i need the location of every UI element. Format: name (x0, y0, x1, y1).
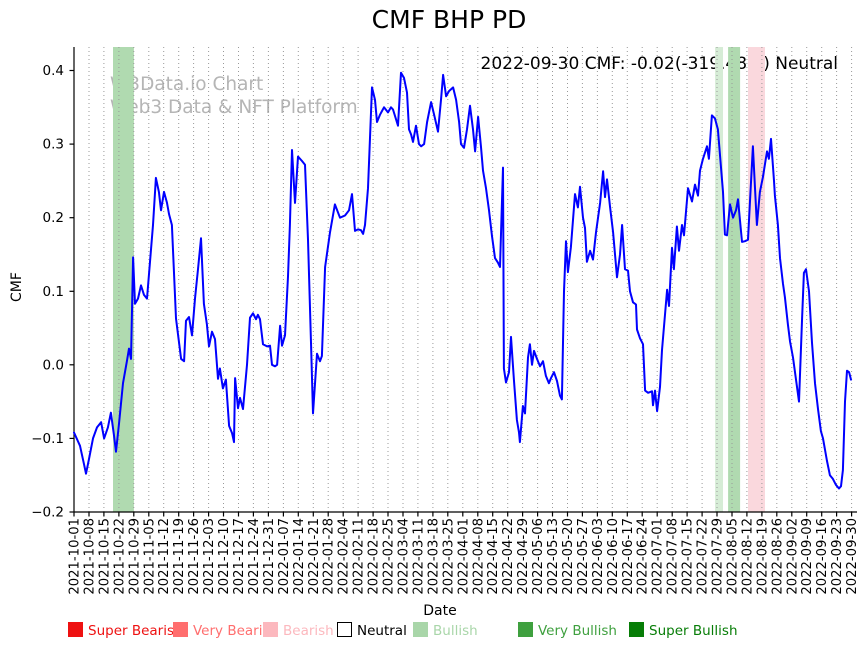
x-tick-label: 2021-11-12 (157, 518, 172, 595)
x-axis-title: Date (423, 603, 457, 619)
watermark: W3Data.io Chart Web3 Data & NFT Platform (110, 73, 358, 119)
x-tick-label: 2022-04-22 (501, 518, 516, 595)
x-tick-label: 2022-09-30 (845, 518, 860, 595)
x-tick-label: 2021-10-08 (83, 518, 98, 595)
x-tick-label: 2022-05-06 (531, 518, 546, 595)
x-tick-label: 2021-12-10 (217, 518, 232, 595)
x-tick-label: 2022-08-12 (740, 518, 755, 595)
x-tick-label: 2021-10-29 (127, 518, 142, 595)
legend-item-super-bullish: Super Bullish (629, 620, 738, 639)
x-tick-labels: 2021-10-01 2021-10-08 2021-10-15 2021-10-22… (68, 518, 861, 595)
signal-band-very_bullish (728, 47, 741, 512)
x-tick-label: 2022-08-26 (770, 518, 785, 595)
x-tick-label: 2022-08-19 (755, 518, 770, 595)
x-tick-label: 2021-11-05 (142, 518, 157, 595)
very-bullish-swatch-icon (518, 622, 533, 637)
y-tick-label: −0.1 (31, 431, 64, 447)
x-tick-label: 2022-09-02 (785, 518, 800, 595)
x-tick-label: 2022-06-10 (606, 518, 621, 595)
x-tick-label: 2022-08-05 (726, 518, 741, 595)
x-tick-label: 2021-11-19 (172, 518, 187, 595)
x-tick-label: 2022-01-14 (292, 518, 307, 595)
x-tick-label: 2022-03-25 (441, 518, 456, 595)
x-tick-label: 2022-07-08 (666, 518, 681, 595)
x-tick-label: 2022-07-22 (696, 518, 711, 595)
super-bullish-swatch-icon (629, 622, 644, 637)
y-tick-label: 0.1 (43, 284, 64, 300)
watermark-line-2: Web3 Data & NFT Platform (110, 97, 358, 118)
x-tick-label: 2022-05-20 (561, 518, 576, 595)
legend-item-neutral: Neutral (337, 620, 407, 639)
legend-item-very-bearish: Very Bearish (173, 620, 278, 639)
x-tick-label: 2022-02-18 (367, 518, 382, 595)
x-tick-label: 2021-12-31 (262, 518, 277, 595)
x-tick-label: 2022-09-16 (815, 518, 830, 595)
y-tick-label: 0.0 (43, 357, 64, 373)
x-tick-label: 2021-10-22 (112, 518, 127, 595)
x-tick-label: 2022-03-18 (426, 518, 441, 595)
x-tick-label: 2021-12-03 (202, 518, 217, 595)
y-tick-label: 0.3 (43, 137, 64, 153)
x-tick-label: 2022-04-29 (516, 518, 531, 595)
x-tick-label: 2022-05-13 (546, 518, 561, 595)
x-tick-label: 2022-04-01 (456, 518, 471, 595)
x-tick-label: 2022-09-23 (830, 518, 845, 595)
y-tick-label: 0.2 (43, 210, 64, 226)
x-tick-label: 2021-12-17 (232, 518, 247, 595)
x-tick-label: 2022-06-24 (636, 518, 651, 595)
super-bearish-swatch-icon (68, 622, 83, 637)
legend-item-bearish: Bearish (263, 620, 334, 639)
bullish-swatch-icon (413, 622, 428, 637)
legend-item-bullish: Bullish (413, 620, 478, 639)
x-tick-label: 2021-10-15 (97, 518, 112, 595)
x-tick-label: 2022-06-17 (621, 518, 636, 595)
x-tick-label: 2022-02-04 (337, 518, 352, 595)
y-tick-label: 0.4 (43, 63, 64, 79)
x-tick-label: 2022-02-25 (382, 518, 397, 595)
x-tick-label: 2022-04-15 (486, 518, 501, 595)
very-bearish-swatch-icon (173, 622, 188, 637)
signal-band-bullish (715, 47, 723, 512)
legend-item-super-bearish: Super Bearish (68, 620, 183, 639)
x-tick-label: 2022-01-28 (322, 518, 337, 595)
x-tick-label: 2021-12-24 (247, 518, 262, 595)
x-tick-label: 2022-02-11 (352, 518, 367, 595)
x-tick-label: 2022-06-03 (591, 518, 606, 595)
cmf-series-line (73, 71, 852, 490)
legend-item-very-bullish: Very Bullish (518, 620, 617, 639)
page-title: CMF BHP PD (371, 5, 527, 34)
x-tick-label: 2022-03-11 (411, 518, 426, 595)
x-tick-label: 2021-11-26 (187, 518, 202, 595)
signal-band-bearish (748, 47, 765, 512)
x-tick-label: 2022-04-08 (471, 518, 486, 595)
y-tick-label: −0.2 (31, 505, 64, 521)
x-tick-label: 2022-01-21 (307, 518, 322, 595)
neutral-swatch-icon (337, 622, 352, 637)
x-tick-label: 2022-07-15 (681, 518, 696, 595)
x-tick-label: 2022-07-29 (711, 518, 726, 595)
x-tick-label: 2022-07-01 (651, 518, 666, 595)
x-tick-label: 2022-01-07 (277, 518, 292, 595)
signal-legend: Super Bearish Very Bearish Bearish Neutr… (0, 620, 864, 640)
bearish-swatch-icon (263, 622, 278, 637)
x-tick-label: 2022-05-27 (576, 518, 591, 595)
y-tick-labels: 0.4 0.3 0.2 0.1 0.0 −0.1 −0.2 (31, 63, 64, 521)
x-tick-label: 2021-10-01 (68, 518, 83, 595)
x-tick-label: 2022-09-09 (800, 518, 815, 595)
x-tick-label: 2022-03-04 (397, 518, 412, 595)
signal-band-very_bullish (113, 47, 134, 512)
